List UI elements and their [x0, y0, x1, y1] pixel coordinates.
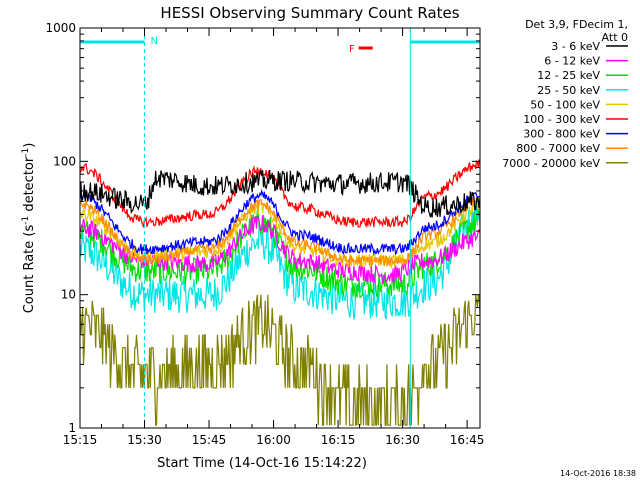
- y-tick-label: 100: [53, 154, 76, 168]
- chart-title: HESSI Observing Summary Count Rates: [160, 4, 459, 22]
- y-axis: 1 10 100 1000: [45, 21, 480, 435]
- legend-label: 3 - 6 keV: [551, 40, 600, 53]
- legend-label: 12 - 25 keV: [537, 69, 600, 82]
- x-tick-label: 16:00: [256, 433, 291, 447]
- legend-label: 800 - 7000 keV: [516, 142, 600, 155]
- plot-frame: [79, 27, 481, 429]
- x-axis: 15:15 15:30 15:45 16:00 16:15 16:30 16:45: [63, 28, 485, 447]
- y-tick-label: 1: [68, 421, 76, 435]
- legend-label: 100 - 300 keV: [523, 113, 600, 126]
- series-line-8: [80, 294, 480, 426]
- series-line-2: [80, 207, 480, 300]
- flare-label: F: [349, 44, 355, 55]
- footer-timestamp: 14-Oct-2016 18:38: [560, 469, 636, 478]
- detector-info: Det 3,9, FDecim 1, Att 0: [525, 18, 628, 44]
- y-tick-label: 1000: [45, 21, 76, 35]
- legend-label: 300 - 800 keV: [523, 128, 600, 141]
- detector-info-line-1: Det 3,9, FDecim 1,: [525, 18, 628, 31]
- night-label: N: [151, 36, 158, 47]
- x-tick-label: 15:45: [192, 433, 227, 447]
- detector-info-line-2: Att 0: [602, 31, 628, 44]
- series-line-7: [80, 196, 480, 267]
- legend-label: 25 - 50 keV: [537, 84, 600, 97]
- y-tick-label: 10: [61, 288, 76, 302]
- series-line-3: [80, 197, 480, 321]
- plot-area: 1 10 100 1000 15:15 15:30 15:45 16:00 16:15 16:3…: [45, 21, 484, 447]
- series-line-0: [80, 168, 480, 218]
- x-tick-label: 15:15: [63, 433, 98, 447]
- series-line-6: [80, 188, 480, 256]
- legend-label: 50 - 100 keV: [530, 98, 600, 111]
- x-tick-label: 16:15: [321, 433, 356, 447]
- series-line-5: [80, 159, 480, 229]
- legend-label: 6 - 12 keV: [544, 55, 600, 68]
- series-layer: [80, 159, 480, 426]
- x-axis-label: Start Time (14-Oct-16 15:14:22): [157, 456, 367, 471]
- x-tick-label: 16:45: [450, 433, 485, 447]
- x-tick-label: 16:30: [385, 433, 420, 447]
- series-line-1: [80, 214, 480, 285]
- marker-layer: [80, 28, 480, 428]
- y-axis-label: Count Rate (s-1 detector-1): [21, 143, 37, 314]
- x-tick-label: 15:30: [127, 433, 162, 447]
- legend-label: 7000 - 20000 keV: [502, 157, 600, 170]
